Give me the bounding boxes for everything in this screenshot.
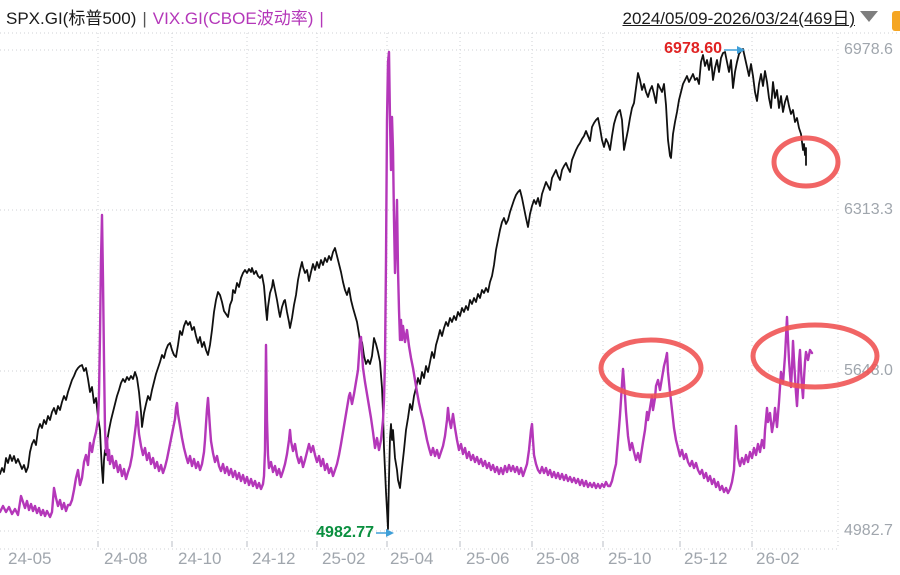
legend-separator: | xyxy=(142,9,147,28)
vix-legend-label[interactable]: VIX.GI(CBOE波动率) xyxy=(152,9,314,28)
y-axis-label: 6313.3 xyxy=(844,201,893,218)
legend-separator-2: | xyxy=(319,9,324,28)
x-axis-label: 25-02 xyxy=(322,549,366,568)
x-axis-label: 24-05 xyxy=(8,549,52,568)
x-axis-label: 25-08 xyxy=(536,549,580,568)
x-axis-label: 24-10 xyxy=(178,549,222,568)
y-axis-label: 5648.0 xyxy=(844,362,893,379)
y-axis-label: 4982.7 xyxy=(844,522,893,539)
x-axis-label: 24-08 xyxy=(104,549,148,568)
vix-line-series xyxy=(0,50,814,519)
edge-button-fragment[interactable] xyxy=(892,11,900,31)
x-axis-label: 26-02 xyxy=(756,549,800,568)
spx-line-series xyxy=(0,48,807,530)
y-axis-label: 6978.6 xyxy=(844,41,893,58)
min-value-label: 4982.77 xyxy=(316,524,374,541)
max-value-label: 6978.60 xyxy=(664,40,722,57)
x-axis-label: 25-10 xyxy=(608,549,652,568)
spx-legend-label[interactable]: SPX.GI(标普500) xyxy=(6,9,137,28)
legend-header: SPX.GI(标普500) | VIX.GI(CBOE波动率) | xyxy=(6,4,330,29)
x-axis-label: 25-12 xyxy=(684,549,728,568)
x-axis-label: 24-12 xyxy=(252,549,296,568)
chevron-down-icon[interactable] xyxy=(860,11,878,22)
date-range-control: 2024/05/09-2026/03/24(469日) xyxy=(622,4,878,29)
x-axis-label: 25-06 xyxy=(466,549,510,568)
x-axis-label: 25-04 xyxy=(390,549,434,568)
date-range-link[interactable]: 2024/05/09-2026/03/24(469日) xyxy=(622,9,855,28)
